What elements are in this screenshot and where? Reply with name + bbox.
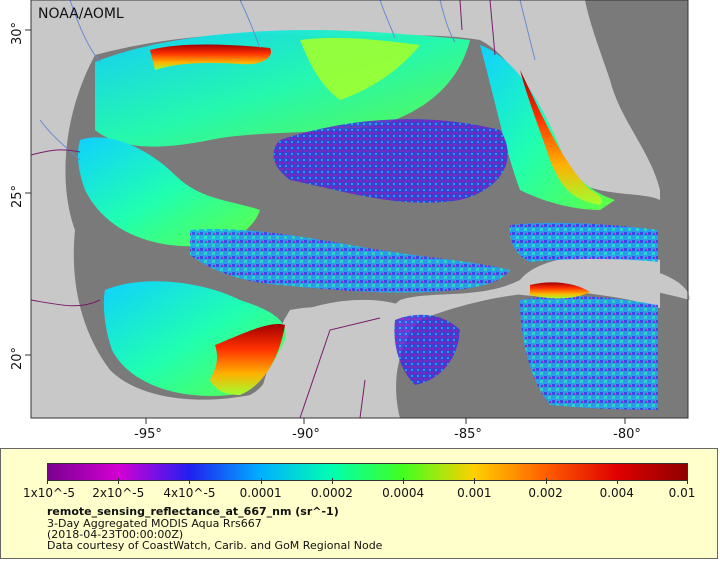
data-western-shelf — [77, 137, 260, 247]
data-south-gulf-band — [190, 229, 510, 293]
colorbar-tick-label: 0.01 — [668, 486, 696, 500]
data-florida-straits — [509, 222, 658, 262]
colorbar-tick-label: 0.0002 — [310, 486, 353, 500]
noaa-aoml-credit: NOAA/AOML — [38, 6, 124, 22]
longitude-label-85w: -85° — [454, 427, 482, 442]
colorbar-tick-mark — [331, 478, 333, 484]
variable-name: remote_sensing_reflectance_at_667_nm (sr… — [47, 505, 339, 518]
yucatan-landmass — [250, 299, 404, 418]
data-north-coast-high — [150, 44, 271, 70]
data-campeche-coast-high — [210, 324, 285, 395]
map-border — [30, 0, 689, 419]
rivers — [39, 0, 536, 161]
colorbar-tick-label: 0.002 — [528, 486, 563, 500]
colorbar-tick-label: 0.0001 — [239, 486, 282, 500]
colorbar-tick-mark — [47, 478, 48, 484]
product-description: 3-Day Aggregated MODIS Aqua Rrs667 — [47, 517, 262, 530]
time-stamp: (2018-04-23T00:00:00Z) — [47, 528, 184, 541]
colorbar — [47, 463, 688, 481]
colorbar-tick-label: 2x10^-5 — [92, 486, 145, 500]
attribution: Data courtesy of CoastWatch, Carib. and … — [47, 539, 383, 552]
graticule-ticks — [25, 29, 626, 424]
colorbar-tick-label: 0.001 — [457, 486, 492, 500]
colorbar-tick-mark — [474, 478, 476, 484]
map-canvas — [25, 0, 690, 424]
data-yucatan-east — [394, 314, 460, 385]
latitude-label-30n: 30° — [10, 21, 25, 45]
colorbar-tick-label: 4x10^-5 — [163, 486, 216, 500]
political-boundaries — [30, 0, 496, 419]
atlantic-ocean-no-data — [585, 0, 688, 418]
colorbar-tick-mark — [260, 478, 262, 484]
colorbar-tick-mark — [545, 478, 547, 484]
colorbar-tick-mark — [118, 478, 120, 484]
colorbar-tick-mark — [687, 478, 688, 484]
longitude-label-90w: -90° — [292, 427, 320, 442]
data-florida-coast-high — [520, 70, 602, 205]
colorbar-tick-label: 0.004 — [599, 486, 634, 500]
colorbar-tick-mark — [403, 478, 405, 484]
colorbar-tick-label: 1x10^-5 — [22, 486, 76, 500]
colorbar-tick-label: 0.0004 — [382, 486, 425, 500]
data-cuba-south-high — [530, 282, 590, 299]
longitude-label-80w: -80° — [613, 427, 641, 442]
data-louisiana-shelf — [300, 37, 420, 100]
longitude-label-95w: -95° — [134, 427, 162, 442]
latitude-label-20n: 20° — [10, 346, 25, 370]
data-caribbean — [520, 296, 658, 410]
data-central-gulf — [273, 119, 508, 203]
latitude-label-25n: 25° — [10, 184, 25, 208]
colorbar-tick-mark — [189, 478, 191, 484]
colorbar-tick-mark — [616, 478, 618, 484]
